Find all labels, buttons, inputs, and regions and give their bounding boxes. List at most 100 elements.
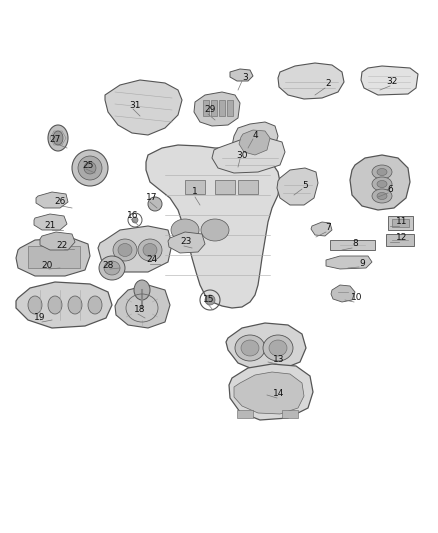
Text: 32: 32	[386, 77, 398, 86]
Ellipse shape	[377, 181, 387, 188]
Text: 15: 15	[203, 295, 215, 303]
Ellipse shape	[134, 280, 150, 300]
Polygon shape	[168, 232, 205, 253]
Text: 26: 26	[54, 198, 66, 206]
Ellipse shape	[269, 340, 287, 356]
Text: 8: 8	[352, 239, 358, 248]
Text: 6: 6	[387, 184, 393, 193]
Bar	[227, 100, 233, 116]
Ellipse shape	[99, 256, 125, 280]
Ellipse shape	[78, 156, 102, 180]
Text: 19: 19	[34, 313, 46, 322]
Polygon shape	[326, 256, 372, 269]
Polygon shape	[234, 372, 304, 414]
Text: 11: 11	[396, 217, 408, 227]
Ellipse shape	[201, 219, 229, 241]
Ellipse shape	[377, 168, 387, 175]
Text: 12: 12	[396, 233, 408, 243]
Text: 16: 16	[127, 211, 139, 220]
Polygon shape	[278, 63, 344, 99]
Ellipse shape	[104, 261, 120, 275]
Polygon shape	[361, 66, 418, 95]
Text: 31: 31	[129, 101, 141, 109]
Polygon shape	[98, 226, 172, 272]
Text: 5: 5	[302, 181, 308, 190]
Bar	[237, 410, 253, 418]
Bar	[388, 216, 413, 230]
Polygon shape	[105, 80, 182, 135]
Polygon shape	[115, 285, 170, 328]
Ellipse shape	[377, 192, 387, 199]
Polygon shape	[331, 285, 355, 302]
Polygon shape	[36, 192, 68, 208]
Text: 30: 30	[236, 150, 248, 159]
Text: 18: 18	[134, 305, 146, 314]
Text: 2: 2	[325, 79, 331, 88]
Ellipse shape	[138, 239, 162, 261]
Ellipse shape	[53, 131, 63, 145]
Ellipse shape	[372, 177, 392, 191]
Text: 9: 9	[359, 259, 365, 268]
Ellipse shape	[48, 125, 68, 151]
Ellipse shape	[113, 239, 137, 261]
Text: 4: 4	[252, 131, 258, 140]
Text: 13: 13	[273, 356, 285, 365]
Ellipse shape	[148, 197, 162, 211]
Text: 24: 24	[146, 255, 158, 264]
Ellipse shape	[143, 244, 157, 256]
Polygon shape	[311, 222, 332, 236]
Text: 17: 17	[146, 193, 158, 203]
Ellipse shape	[372, 165, 392, 179]
Polygon shape	[350, 155, 410, 210]
Ellipse shape	[132, 217, 138, 223]
Bar	[185, 180, 205, 194]
Ellipse shape	[48, 296, 62, 314]
Polygon shape	[194, 92, 240, 126]
Ellipse shape	[118, 244, 132, 256]
Text: 27: 27	[49, 135, 61, 144]
Polygon shape	[230, 69, 253, 81]
Text: 1: 1	[192, 188, 198, 197]
Ellipse shape	[88, 296, 102, 314]
Bar	[238, 180, 258, 194]
Text: 28: 28	[102, 261, 114, 270]
Bar	[211, 100, 217, 116]
Ellipse shape	[84, 162, 96, 174]
Polygon shape	[146, 145, 280, 308]
Polygon shape	[16, 238, 90, 276]
Bar	[386, 234, 414, 246]
Polygon shape	[229, 364, 313, 420]
Bar	[282, 410, 298, 418]
Polygon shape	[277, 168, 318, 205]
Text: 25: 25	[82, 160, 94, 169]
Text: 23: 23	[180, 238, 192, 246]
Polygon shape	[40, 232, 75, 250]
Ellipse shape	[171, 219, 199, 241]
Ellipse shape	[205, 295, 215, 305]
Polygon shape	[212, 138, 285, 173]
Text: 3: 3	[242, 72, 248, 82]
Ellipse shape	[68, 296, 82, 314]
Polygon shape	[34, 214, 67, 230]
Text: 10: 10	[351, 294, 363, 303]
Ellipse shape	[28, 296, 42, 314]
Bar	[28, 246, 80, 268]
Polygon shape	[239, 130, 270, 155]
Text: 14: 14	[273, 390, 285, 399]
Text: 22: 22	[57, 240, 67, 249]
Ellipse shape	[241, 340, 259, 356]
Bar	[330, 240, 375, 250]
Polygon shape	[226, 323, 306, 370]
Text: 7: 7	[325, 223, 331, 232]
Polygon shape	[232, 122, 278, 160]
Bar	[203, 100, 209, 116]
Ellipse shape	[263, 335, 293, 361]
Bar	[215, 180, 235, 194]
Bar	[392, 219, 409, 227]
Ellipse shape	[235, 335, 265, 361]
Ellipse shape	[72, 150, 108, 186]
Bar	[219, 100, 225, 116]
Text: 21: 21	[44, 222, 56, 230]
Polygon shape	[16, 282, 112, 328]
Text: 20: 20	[41, 261, 53, 270]
